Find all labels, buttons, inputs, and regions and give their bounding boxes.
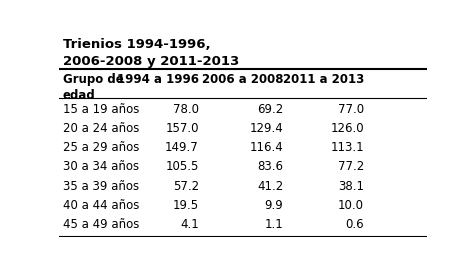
Text: 20 a 24 años: 20 a 24 años — [63, 122, 139, 135]
Text: 45 a 49 años: 45 a 49 años — [63, 218, 139, 231]
Text: 40 a 44 años: 40 a 44 años — [63, 199, 139, 212]
Text: 4.1: 4.1 — [180, 218, 199, 231]
Text: 105.5: 105.5 — [165, 160, 199, 173]
Text: 1.1: 1.1 — [264, 218, 283, 231]
Text: 78.0: 78.0 — [173, 103, 199, 116]
Text: 19.5: 19.5 — [173, 199, 199, 212]
Text: 0.6: 0.6 — [346, 218, 364, 231]
Text: 10.0: 10.0 — [338, 199, 364, 212]
Text: 113.1: 113.1 — [330, 141, 364, 154]
Text: 1994 a 1996: 1994 a 1996 — [117, 73, 199, 86]
Text: 77.0: 77.0 — [338, 103, 364, 116]
Text: 38.1: 38.1 — [338, 180, 364, 193]
Text: 149.7: 149.7 — [165, 141, 199, 154]
Text: 41.2: 41.2 — [257, 180, 283, 193]
Text: 30 a 34 años: 30 a 34 años — [63, 160, 139, 173]
Text: 129.4: 129.4 — [250, 122, 283, 135]
Text: 126.0: 126.0 — [330, 122, 364, 135]
Text: 35 a 39 años: 35 a 39 años — [63, 180, 139, 193]
Text: 116.4: 116.4 — [250, 141, 283, 154]
Text: 15 a 19 años: 15 a 19 años — [63, 103, 139, 116]
Text: 83.6: 83.6 — [257, 160, 283, 173]
Text: Trienios 1994-1996,
2006-2008 y 2011-2013: Trienios 1994-1996, 2006-2008 y 2011-201… — [63, 38, 239, 68]
Text: 69.2: 69.2 — [257, 103, 283, 116]
Text: 25 a 29 años: 25 a 29 años — [63, 141, 139, 154]
Text: 157.0: 157.0 — [165, 122, 199, 135]
Text: 57.2: 57.2 — [173, 180, 199, 193]
Text: 9.9: 9.9 — [264, 199, 283, 212]
Text: 2011 a 2013: 2011 a 2013 — [283, 73, 364, 86]
Text: 2006 a 2008: 2006 a 2008 — [202, 73, 283, 86]
Text: 77.2: 77.2 — [338, 160, 364, 173]
Text: Grupo de
edad: Grupo de edad — [63, 73, 124, 102]
